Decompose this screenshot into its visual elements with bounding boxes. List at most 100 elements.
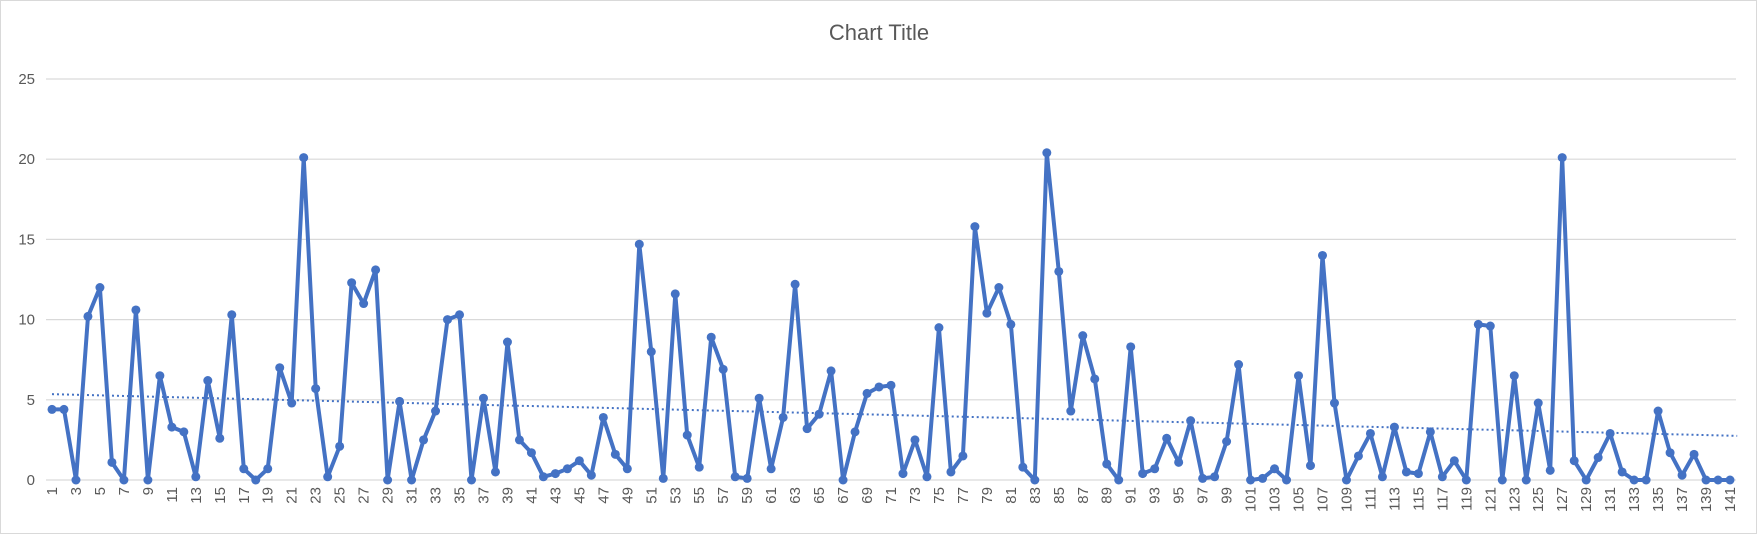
data-point — [850, 427, 860, 437]
data-point — [443, 315, 453, 325]
x-tick-label: 115 — [1410, 487, 1427, 511]
data-point — [47, 404, 57, 414]
data-point — [1641, 475, 1651, 485]
data-point — [1473, 319, 1483, 329]
data-point — [1294, 371, 1304, 381]
x-tick-label: 59 — [739, 487, 756, 504]
data-point — [1485, 321, 1495, 331]
x-tick-label: 29 — [380, 487, 397, 504]
x-tick-label: 17 — [236, 487, 253, 504]
y-tick-label: 0 — [27, 472, 35, 489]
data-point — [59, 404, 69, 414]
x-tick-label: 51 — [643, 487, 660, 504]
x-tick-label: 21 — [284, 487, 301, 504]
data-point — [574, 456, 584, 466]
x-tick-label: 37 — [475, 487, 492, 504]
data-point — [1270, 464, 1280, 474]
x-tick-label: 79 — [979, 487, 996, 504]
data-point — [1689, 449, 1699, 459]
x-tick-label: 65 — [811, 487, 828, 504]
data-point — [1509, 371, 1519, 381]
y-axis-ticks: 0 5 10 15 20 25 — [18, 71, 35, 489]
data-point — [670, 289, 680, 299]
x-tick-label: 35 — [452, 487, 469, 504]
data-point — [119, 475, 129, 485]
x-tick-label: 15 — [212, 487, 229, 504]
x-tick-label: 117 — [1434, 487, 1451, 511]
data-point — [1533, 398, 1543, 408]
data-point — [1425, 427, 1435, 437]
data-point — [1545, 465, 1555, 475]
data-point — [550, 469, 560, 479]
data-point — [874, 382, 884, 392]
data-point — [1665, 448, 1675, 458]
x-tick-label: 39 — [499, 487, 516, 504]
x-tick-label: 101 — [1243, 487, 1260, 512]
data-point — [1497, 475, 1507, 485]
data-point — [658, 473, 668, 483]
data-point — [179, 427, 189, 437]
x-tick-label: 45 — [571, 487, 588, 504]
x-tick-label: 109 — [1338, 487, 1355, 512]
data-point — [934, 323, 944, 333]
x-tick-label: 57 — [715, 487, 732, 504]
y-tick-label: 20 — [18, 151, 35, 168]
data-point — [742, 473, 752, 483]
data-point — [862, 388, 872, 398]
data-point — [1282, 475, 1292, 485]
data-point — [1138, 469, 1148, 479]
x-tick-label: 113 — [1386, 487, 1403, 511]
data-point — [1054, 266, 1064, 276]
data-point — [251, 475, 261, 485]
x-tick-label: 25 — [332, 487, 349, 504]
data-point — [1042, 148, 1052, 158]
x-tick-label: 31 — [404, 487, 421, 504]
data-point — [766, 464, 776, 474]
data-point — [1389, 422, 1399, 432]
y-tick-label: 5 — [27, 392, 35, 409]
data-point — [287, 398, 297, 408]
data-point — [167, 422, 177, 432]
x-tick-label: 97 — [1195, 487, 1212, 504]
data-point — [1306, 461, 1316, 471]
data-point — [431, 406, 441, 416]
data-point — [1198, 473, 1208, 483]
data-point — [514, 435, 524, 445]
data-point — [526, 448, 536, 458]
y-tick-label: 10 — [18, 312, 35, 329]
data-point — [71, 475, 81, 485]
series-line — [50, 150, 1732, 482]
data-point — [1258, 473, 1268, 483]
data-point — [299, 153, 309, 163]
x-tick-label: 111 — [1362, 487, 1379, 510]
trendline-layer — [51, 393, 1738, 437]
x-tick-label: 91 — [1123, 487, 1140, 504]
x-tick-label: 53 — [667, 487, 684, 504]
data-point — [1317, 250, 1327, 260]
data-point — [586, 470, 596, 480]
data-point — [1629, 475, 1639, 485]
data-point — [706, 332, 716, 342]
data-point — [610, 449, 620, 459]
data-point — [1521, 475, 1531, 485]
data-point — [83, 311, 93, 321]
data-point — [1210, 472, 1220, 482]
x-tick-label: 75 — [931, 487, 948, 504]
data-point — [143, 475, 153, 485]
data-point — [1557, 153, 1567, 163]
x-tick-label: 89 — [1099, 487, 1116, 504]
data-point — [814, 409, 824, 419]
data-point — [131, 305, 141, 315]
data-point — [886, 380, 896, 390]
data-point — [347, 278, 357, 288]
x-axis-ticks: 1 3 5 7 9 11 13 15 17 19 21 23 25 27 29 31 33 35 37 39 41 43 4… — [44, 487, 1739, 512]
x-tick-label: 69 — [859, 487, 876, 504]
data-point — [598, 412, 608, 422]
data-point — [1030, 475, 1040, 485]
data-point — [1605, 428, 1615, 438]
data-point — [1126, 342, 1136, 352]
x-tick-label: 23 — [308, 487, 325, 504]
x-tick-label: 67 — [835, 487, 852, 504]
